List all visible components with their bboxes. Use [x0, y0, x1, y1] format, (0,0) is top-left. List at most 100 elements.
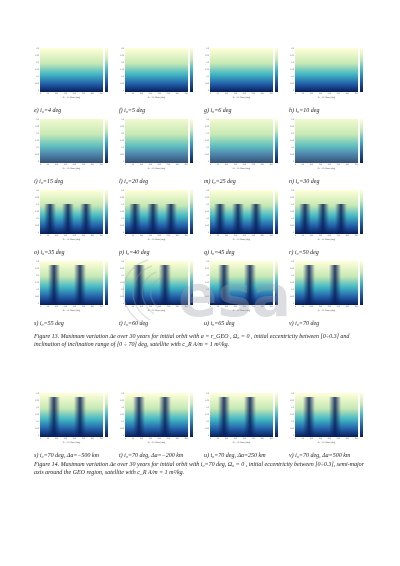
y-tick-label: 0.25	[120, 268, 124, 270]
y-tick-label: 0	[37, 161, 39, 163]
x-tick-labels: 0 50 100 150 200 250 300 350	[125, 306, 188, 310]
x-tick-label: 300	[260, 438, 264, 440]
x-tick-labels: 0 50 100 150 200 250 300 350	[125, 235, 188, 239]
colorbar	[105, 48, 108, 92]
y-tick-label: 0.15	[290, 414, 294, 416]
y-tick-label: 0.3	[291, 48, 294, 50]
x-tick-label: 250	[166, 306, 170, 308]
x-tick-label: 200	[157, 438, 161, 440]
y-tick-label: 0.25	[35, 126, 39, 128]
y-tick-label: 0.1	[121, 421, 124, 423]
x-tick-label: 200	[242, 306, 246, 308]
y-tick-label: 0.1	[291, 218, 294, 220]
y-tick-label: 0.25	[290, 126, 294, 128]
x-tick-label: 350	[354, 438, 358, 440]
x-tick-label: 300	[345, 93, 349, 95]
figure-14-caption: Figure 14. Maximum variation Δe over 30 …	[34, 462, 364, 477]
x-tick-label: 50	[216, 306, 219, 308]
x-tick-label: 100	[224, 438, 228, 440]
y-tick-label: 0.25	[205, 55, 209, 57]
x-tick-label: 300	[175, 235, 179, 237]
subfigure-caption: o) i₀=35 deg	[34, 250, 65, 256]
y-tick-label: 0.2	[121, 204, 124, 206]
heatmap-image	[295, 393, 358, 437]
y-tick-label: 0.25	[205, 268, 209, 270]
subfigure-caption: h) i₀=10 deg	[289, 108, 320, 114]
x-tick-labels: 0 50 100 150 200 250 300 350	[210, 235, 273, 239]
colorbar	[360, 261, 363, 305]
x-tick-label: 100	[309, 164, 313, 166]
y-tick-label: 0.2	[206, 275, 209, 277]
x-tick-label: 0	[125, 235, 127, 237]
y-tick-label: 0.05	[120, 83, 124, 85]
x-tick-labels: 0 50 100 150 200 250 300 350	[125, 438, 188, 442]
y-tick-label: 0.1	[36, 289, 39, 291]
y-tick-label: 0.3	[121, 119, 124, 121]
x-tick-label: 0	[210, 235, 212, 237]
x-tick-label: 50	[301, 306, 304, 308]
y-tick-label: 0.2	[291, 62, 294, 64]
figure-13-caption: Figure 13. Maximum variation Δe over 30 …	[34, 334, 350, 349]
x-axis-label: Ω₀ − Ω₀ Moon [deg]	[232, 310, 251, 312]
colorbar	[190, 190, 193, 234]
x-tick-label: 250	[81, 306, 85, 308]
heatmap-image	[125, 261, 188, 305]
y-tick-label: 0.3	[206, 48, 209, 50]
x-tick-label: 200	[242, 164, 246, 166]
y-tick-label: 0.2	[36, 133, 39, 135]
heatmap-panel: 0.3 0.25 0.2 0.15 0.1 0.05 0 0 50 100 150 200 250 300…	[119, 261, 199, 317]
x-tick-label: 100	[309, 438, 313, 440]
heatmap-plot	[295, 261, 358, 305]
y-tick-label: 0.3	[121, 190, 124, 192]
x-tick-label: 350	[99, 93, 103, 95]
y-tick-label: 0.25	[35, 268, 39, 270]
y-tick-label: 0.2	[36, 62, 39, 64]
subfigure-caption: v) i₀=70 deg, Δa=500 km	[289, 453, 351, 459]
x-tick-label: 100	[54, 235, 58, 237]
heatmap-panel: 0.3 0.25 0.2 0.15 0.1 0.05 0 0 50 100 150 200 250 300…	[34, 48, 114, 104]
x-tick-label: 100	[139, 93, 143, 95]
x-tick-label: 350	[269, 93, 273, 95]
heatmap-plot	[295, 393, 358, 437]
y-tick-label: 0.3	[121, 261, 124, 263]
y-tick-label: 0.15	[290, 211, 294, 213]
x-tick-label: 50	[46, 93, 49, 95]
colorbar	[275, 48, 278, 92]
x-tick-label: 200	[72, 235, 76, 237]
x-tick-label: 200	[157, 306, 161, 308]
x-tick-label: 350	[269, 164, 273, 166]
y-tick-label: 0.2	[206, 204, 209, 206]
y-tick-label: 0.1	[291, 421, 294, 423]
y-tick-label: 0.1	[36, 76, 39, 78]
x-tick-label: 350	[269, 438, 273, 440]
x-tick-label: 300	[345, 438, 349, 440]
x-tick-label: 200	[327, 306, 331, 308]
x-tick-label: 100	[139, 235, 143, 237]
heatmap-image	[40, 119, 103, 163]
y-tick-label: 0.05	[35, 428, 39, 430]
x-tick-label: 0	[40, 235, 42, 237]
x-axis-label: Ω₀ − Ω₀ Moon [deg]	[232, 168, 251, 170]
heatmap-panel: 0.3 0.25 0.2 0.15 0.1 0.05 0 0 50 100 150 200 250 300…	[204, 119, 284, 175]
x-tick-label: 350	[184, 306, 188, 308]
y-tick-label: 0.1	[36, 218, 39, 220]
x-tick-label: 350	[184, 93, 188, 95]
heatmap-plot	[40, 393, 103, 437]
x-tick-label: 150	[63, 93, 67, 95]
x-tick-label: 250	[251, 164, 255, 166]
heatmap-image	[295, 190, 358, 234]
y-tick-label: 0.2	[121, 407, 124, 409]
heatmap-image	[125, 119, 188, 163]
heatmap-image	[295, 119, 358, 163]
heatmap-plot	[295, 48, 358, 92]
y-tick-label: 0.05	[205, 225, 209, 227]
y-tick-label: 0.3	[206, 261, 209, 263]
x-tick-label: 50	[131, 235, 134, 237]
heatmap-image	[40, 48, 103, 92]
x-tick-label: 100	[139, 306, 143, 308]
subfigure-caption: t) i₀=60 deg	[119, 321, 149, 327]
x-tick-label: 0	[125, 438, 127, 440]
heatmap-image	[40, 190, 103, 234]
y-tick-label: 0	[292, 232, 294, 234]
heatmap-plot	[40, 261, 103, 305]
